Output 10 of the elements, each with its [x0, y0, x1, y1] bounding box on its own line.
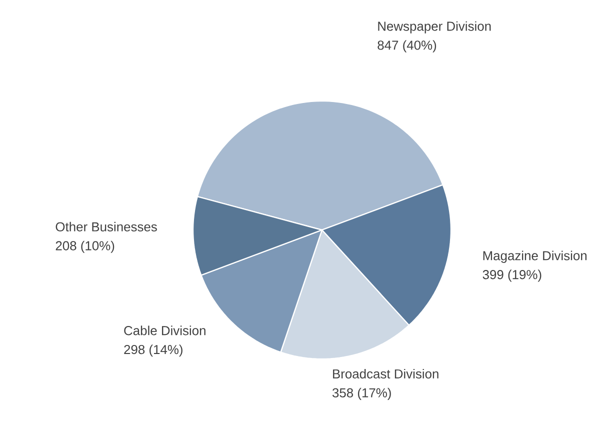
- data-label: 208 (10%): [56, 240, 114, 253]
- slice-label: Other Businesses: [56, 222, 157, 232]
- slice-label: Broadcast Division: [333, 368, 438, 378]
- data-label: 399 (19%): [482, 270, 542, 282]
- data-label: 847 (40%): [378, 40, 436, 52]
- slice-label: Cable Division: [124, 326, 206, 336]
- slice-label: Magazine Division: [483, 250, 587, 263]
- slice-label: Newspaper Division: [378, 21, 491, 34]
- data-label: 358 (17%): [332, 388, 391, 400]
- data-label: 298 (14%): [124, 344, 182, 357]
